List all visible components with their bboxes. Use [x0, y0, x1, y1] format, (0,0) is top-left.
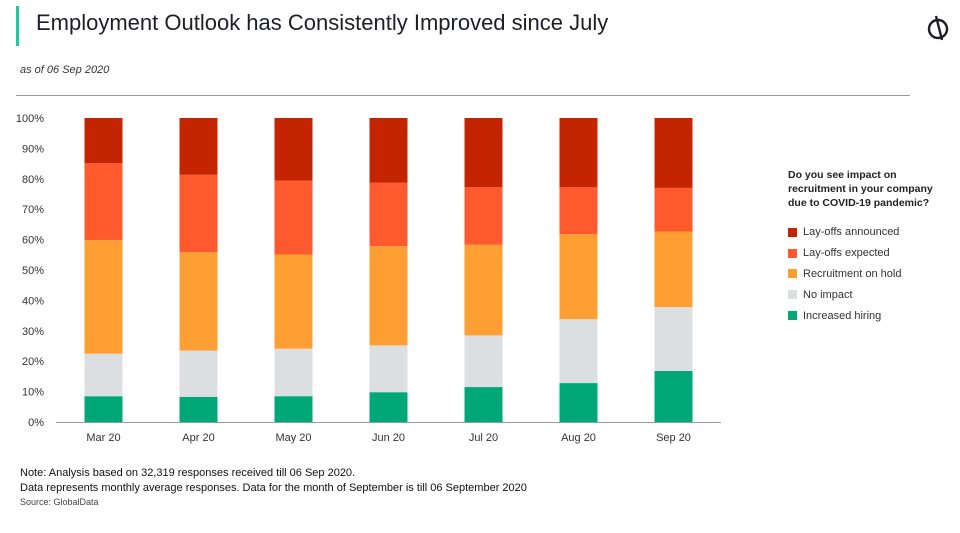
bar-segment-lay-offs-announced — [369, 118, 408, 183]
bar-segment-increased-hiring — [84, 396, 123, 422]
legend-label: Lay-offs announced — [803, 226, 900, 239]
bar-segment-lay-offs-announced — [274, 118, 313, 181]
bar-segment-no-impact — [654, 307, 693, 371]
y-tick-label: 100% — [16, 113, 44, 125]
bar-segment-lay-offs-announced — [179, 118, 218, 175]
bar-segment-lay-offs-expected — [84, 163, 123, 241]
bar-segment-increased-hiring — [464, 387, 503, 422]
globaldata-logo-icon — [927, 15, 949, 41]
legend-label: No impact — [803, 288, 853, 301]
as-of-date: as of 06 Sep 2020 — [20, 64, 110, 76]
y-tick-label: 10% — [22, 387, 44, 399]
y-tick-label: 30% — [22, 326, 44, 338]
x-tick-label: Aug 20 — [561, 432, 596, 444]
legend-label: Recruitment on hold — [803, 267, 902, 280]
legend-item: Recruitment on hold — [788, 264, 948, 285]
legend-swatch — [788, 311, 797, 321]
y-tick-label: 90% — [22, 143, 44, 155]
bar-segment-no-impact — [274, 348, 313, 397]
bar-segment-lay-offs-expected — [274, 180, 313, 255]
legend-item: Lay-offs announced — [788, 222, 948, 243]
bar-segment-no-impact — [84, 353, 123, 397]
bar-segment-lay-offs-expected — [559, 187, 598, 235]
legend-swatch — [788, 269, 797, 279]
footnote-monthly-average: Data represents monthly average response… — [20, 482, 527, 494]
y-tick-label: 20% — [22, 356, 44, 368]
source-credit: Source: GlobalData — [20, 497, 99, 507]
y-tick-label: 60% — [22, 235, 44, 247]
bar-segment-lay-offs-expected — [179, 174, 218, 253]
y-tick-label: 50% — [22, 265, 44, 277]
bar-segment-no-impact — [464, 335, 503, 388]
x-tick-label: Sep 20 — [656, 432, 691, 444]
bar-segment-increased-hiring — [179, 396, 218, 422]
bar-segment-recruitment-on-hold — [84, 240, 123, 354]
bar-segment-lay-offs-expected — [654, 187, 693, 232]
stacked-bar-chart: 0% 10% 20% 30% 40% 50% 60% 70% 80% 90% 100% Mar 20… — [16, 113, 721, 444]
bar-segment-lay-offs-expected — [369, 182, 408, 247]
legend-title: Do you see impact on recruitment in your… — [788, 169, 933, 209]
bar-segment-lay-offs-announced — [464, 118, 503, 188]
legend-item: Lay-offs expected — [788, 243, 948, 264]
bar-segment-no-impact — [559, 319, 598, 383]
page-title: Employment Outlook has Consistently Impr… — [36, 10, 609, 35]
y-tick-label: 0% — [28, 417, 44, 429]
footer-notes: Note: Analysis based on 32,319 responses… — [20, 466, 527, 509]
footnote-responses: Note: Analysis based on 32,319 responses… — [20, 467, 356, 479]
bar-segment-no-impact — [369, 345, 408, 393]
bar-segment-lay-offs-expected — [464, 187, 503, 245]
x-tick-label: Jun 20 — [372, 432, 405, 444]
bar-segment-recruitment-on-hold — [369, 246, 408, 346]
legend-swatch — [788, 227, 797, 237]
y-tick-label: 70% — [22, 204, 44, 216]
bar-segment-recruitment-on-hold — [274, 254, 313, 349]
legend-swatch — [788, 290, 797, 300]
bar-segment-increased-hiring — [274, 396, 313, 422]
legend-label: Lay-offs expected — [803, 247, 890, 260]
bar-segment-lay-offs-announced — [84, 118, 123, 164]
bar-segment-recruitment-on-hold — [179, 252, 218, 351]
legend-label: Increased hiring — [803, 309, 882, 322]
x-tick-label: May 20 — [275, 432, 311, 444]
y-tick-label: 80% — [22, 174, 44, 186]
x-tick-label: Jul 20 — [469, 432, 498, 444]
bar-segment-lay-offs-announced — [559, 118, 598, 188]
y-tick-label: 40% — [22, 295, 44, 307]
x-tick-label: Mar 20 — [86, 432, 120, 444]
bar-segment-increased-hiring — [654, 370, 693, 422]
x-tick-label: Apr 20 — [182, 432, 214, 444]
legend-item: Increased hiring — [788, 305, 948, 326]
bar-segment-recruitment-on-hold — [654, 231, 693, 308]
legend-swatch — [788, 248, 797, 258]
bar-segment-no-impact — [179, 350, 218, 397]
title-accent-bar — [16, 6, 19, 46]
bar-segment-recruitment-on-hold — [559, 234, 598, 320]
legend-item: No impact — [788, 284, 948, 305]
chart-legend: Do you see impact on recruitment in your… — [788, 168, 948, 326]
bar-segment-recruitment-on-hold — [464, 244, 503, 336]
bar-segment-increased-hiring — [369, 392, 408, 422]
header-divider — [16, 95, 910, 96]
bar-segment-lay-offs-announced — [654, 118, 693, 188]
bar-segment-increased-hiring — [559, 383, 598, 422]
